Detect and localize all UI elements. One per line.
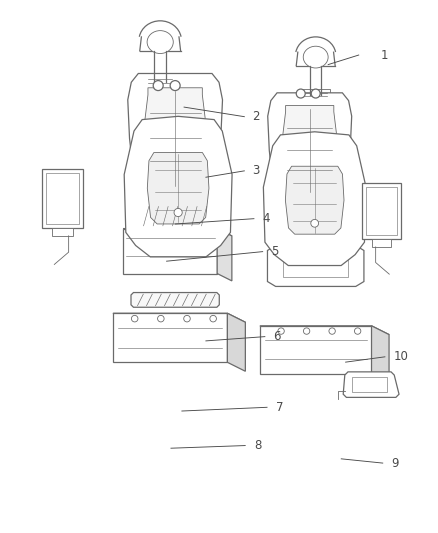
Polygon shape xyxy=(123,229,232,236)
Polygon shape xyxy=(147,152,209,224)
Circle shape xyxy=(158,316,164,322)
Text: 5: 5 xyxy=(272,245,279,258)
Polygon shape xyxy=(145,76,175,87)
Circle shape xyxy=(311,220,318,227)
Circle shape xyxy=(210,316,216,322)
Circle shape xyxy=(329,328,336,334)
Circle shape xyxy=(131,316,138,322)
Circle shape xyxy=(311,89,320,98)
Polygon shape xyxy=(113,313,227,362)
Polygon shape xyxy=(371,326,389,383)
Polygon shape xyxy=(52,228,73,236)
Ellipse shape xyxy=(303,46,328,68)
Circle shape xyxy=(174,208,182,216)
Text: 10: 10 xyxy=(394,350,409,364)
Circle shape xyxy=(278,328,284,334)
Polygon shape xyxy=(143,88,208,189)
Polygon shape xyxy=(286,166,344,234)
Polygon shape xyxy=(268,93,352,208)
Polygon shape xyxy=(131,293,219,307)
Polygon shape xyxy=(123,229,217,273)
Text: 1: 1 xyxy=(381,49,388,61)
Text: 6: 6 xyxy=(274,330,281,343)
Polygon shape xyxy=(268,246,364,286)
Polygon shape xyxy=(283,255,348,277)
Polygon shape xyxy=(281,106,339,195)
Polygon shape xyxy=(46,173,79,223)
Polygon shape xyxy=(128,74,223,203)
Polygon shape xyxy=(352,377,387,392)
Text: 8: 8 xyxy=(254,439,261,452)
Polygon shape xyxy=(260,326,371,374)
Circle shape xyxy=(170,80,180,91)
Circle shape xyxy=(184,316,190,322)
Polygon shape xyxy=(343,372,399,398)
Circle shape xyxy=(296,89,305,98)
Polygon shape xyxy=(366,187,397,235)
Text: 3: 3 xyxy=(252,164,259,177)
Polygon shape xyxy=(137,204,214,229)
Ellipse shape xyxy=(147,30,173,53)
Polygon shape xyxy=(113,313,245,322)
Circle shape xyxy=(153,80,163,91)
Circle shape xyxy=(304,328,310,334)
Polygon shape xyxy=(260,326,389,335)
Polygon shape xyxy=(42,169,83,228)
Text: 2: 2 xyxy=(252,110,259,123)
Polygon shape xyxy=(362,183,401,239)
Polygon shape xyxy=(217,229,232,281)
Polygon shape xyxy=(263,132,366,265)
Polygon shape xyxy=(372,239,391,247)
Polygon shape xyxy=(124,116,232,257)
Text: 9: 9 xyxy=(392,457,399,470)
Circle shape xyxy=(354,328,361,334)
Polygon shape xyxy=(302,89,330,100)
Polygon shape xyxy=(227,313,245,372)
Text: 7: 7 xyxy=(276,401,283,414)
Text: 4: 4 xyxy=(263,212,270,225)
